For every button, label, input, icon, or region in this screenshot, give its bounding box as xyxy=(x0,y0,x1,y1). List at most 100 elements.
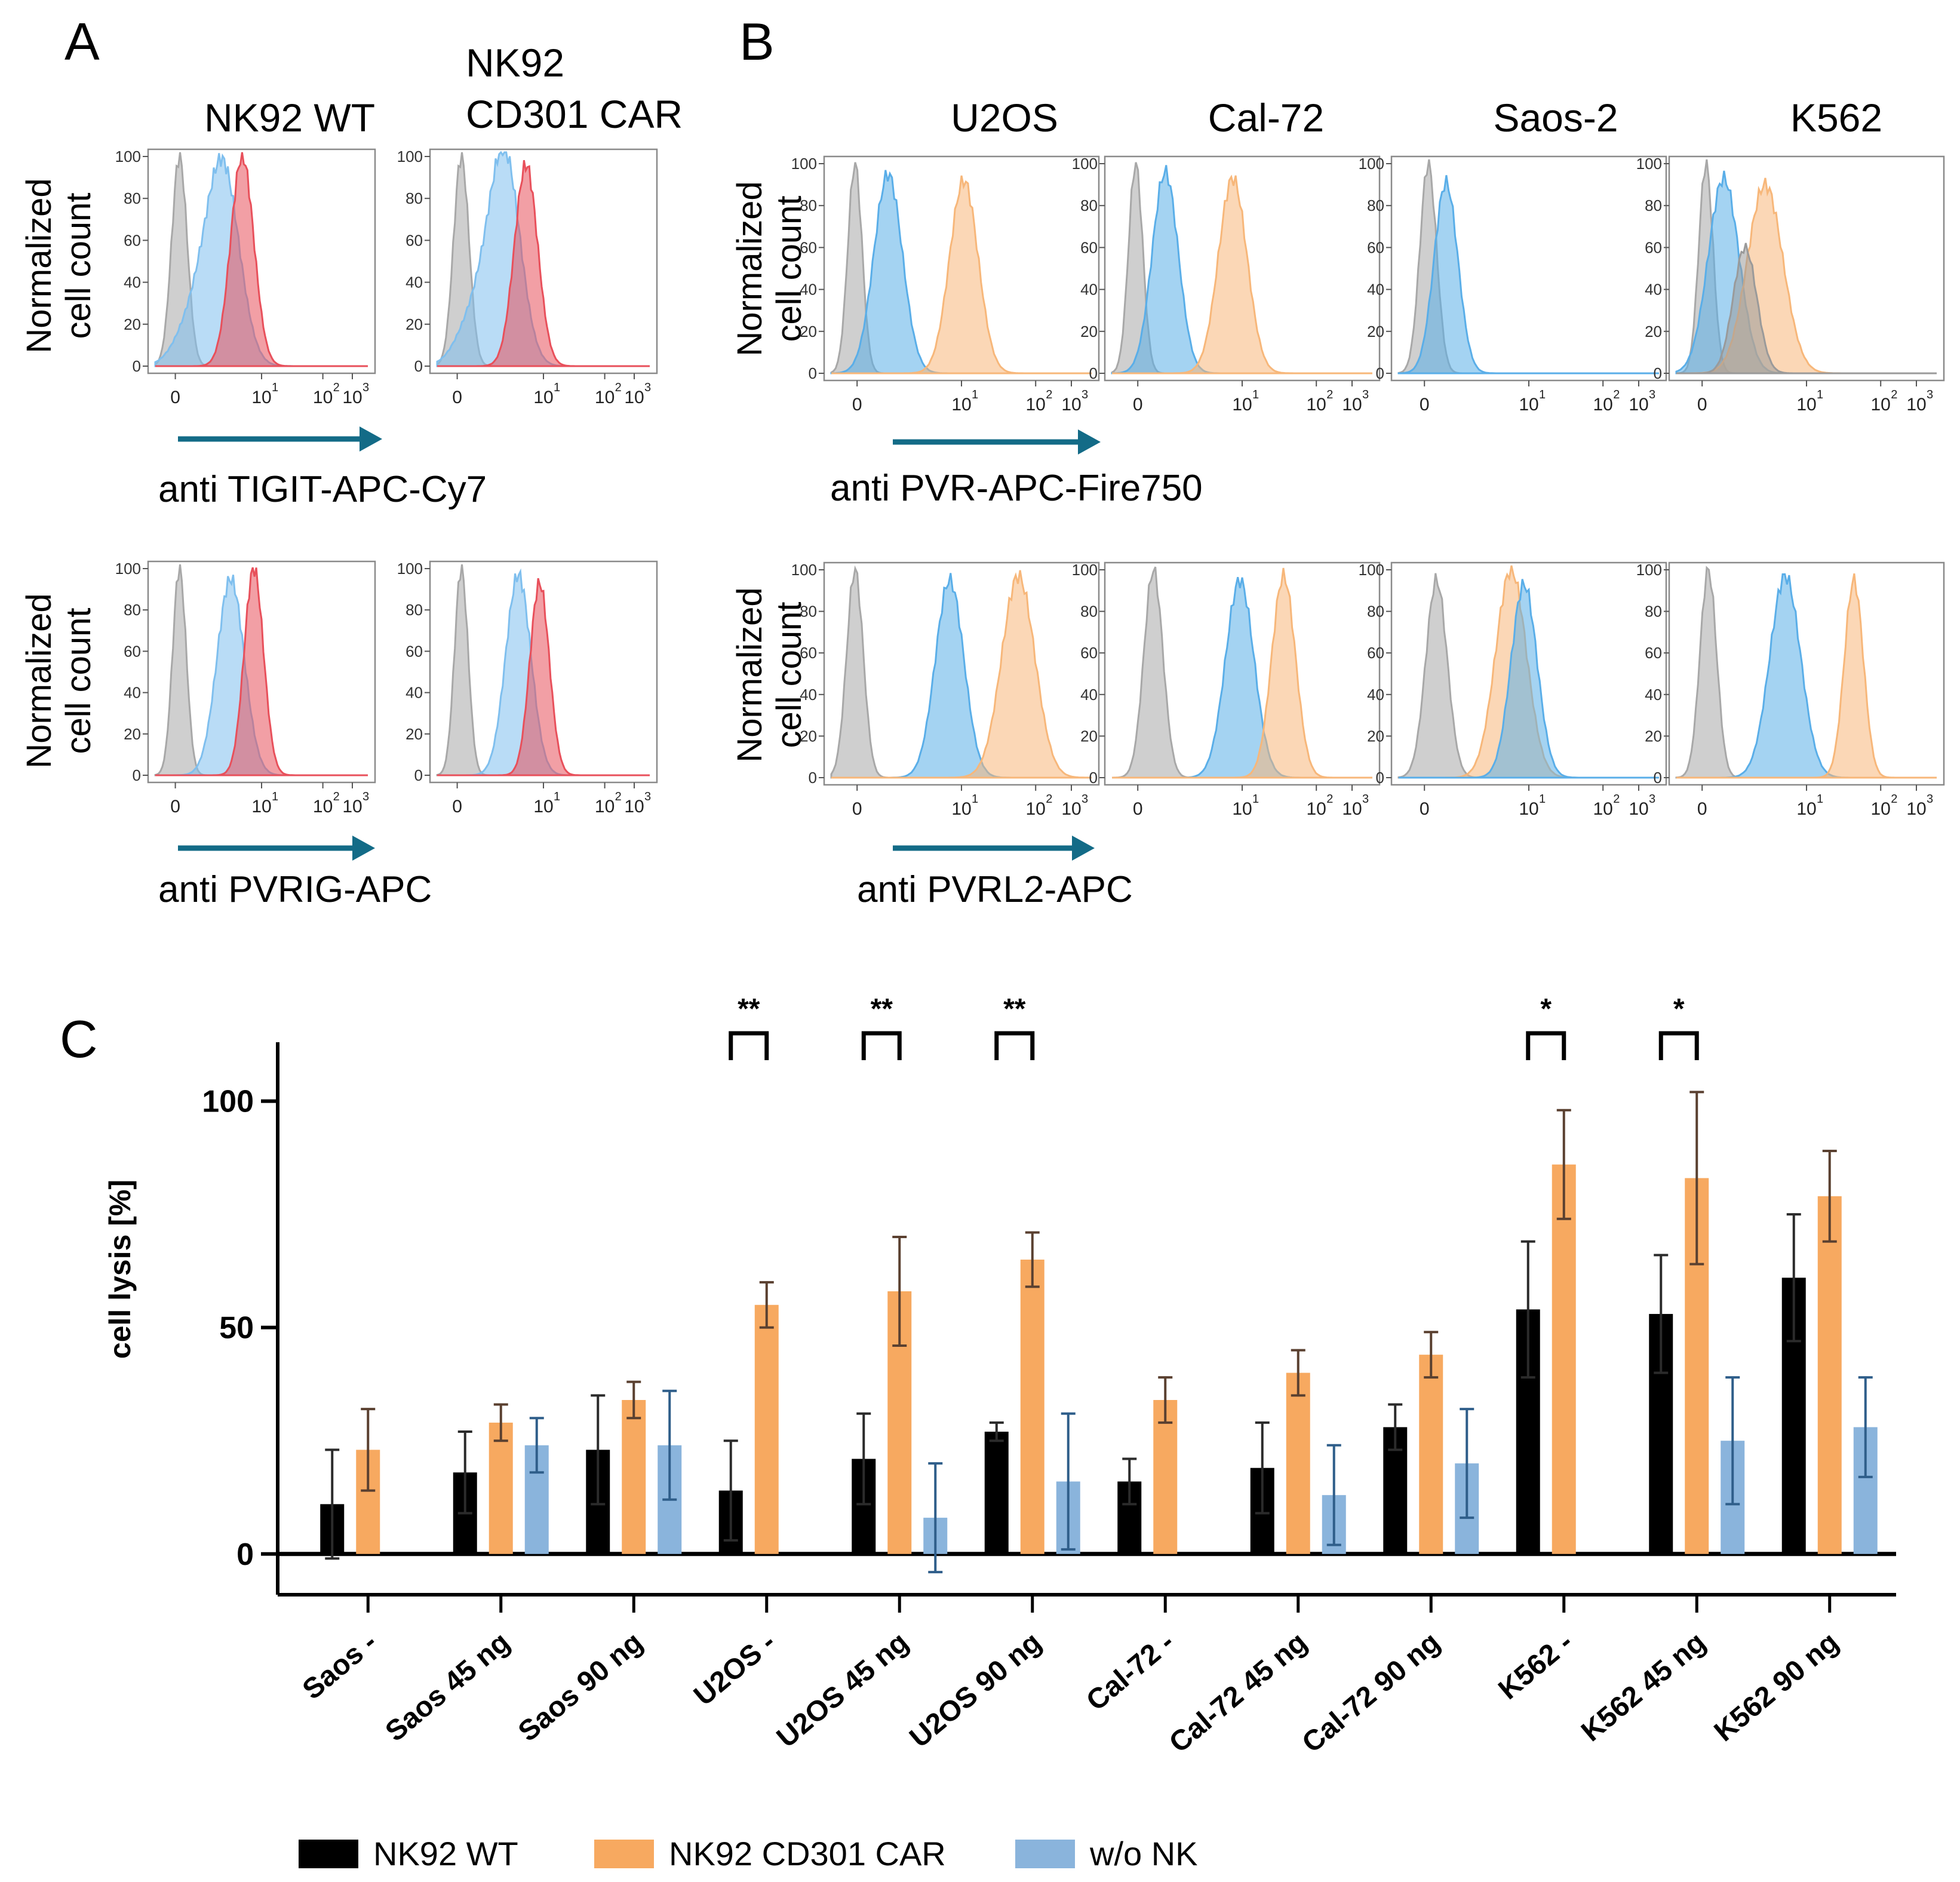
hist-xtick-label: 10 xyxy=(1593,799,1613,819)
hist-xtick-label: 10 xyxy=(1519,799,1538,819)
bar-nk92-cd301-car-7 xyxy=(1286,1373,1310,1554)
y-tick-label: 50 xyxy=(219,1311,254,1346)
hist-ytick-label: 40 xyxy=(1367,686,1384,704)
x-tick-label: Saos - xyxy=(297,1626,383,1706)
x-tick-label: Saos 45 ng xyxy=(380,1626,516,1748)
hist-xtick-exp: 1 xyxy=(972,793,978,806)
hist-ytick-label: 40 xyxy=(800,281,817,299)
a-row1-ylabel-line2: cell count xyxy=(59,607,98,754)
hist-xtick-label: 10 xyxy=(1593,395,1613,415)
hist-xtick-label: 10 xyxy=(595,388,615,407)
hist-xtick-label: 10 xyxy=(313,388,333,407)
x-tick-label: U2OS 45 ng xyxy=(771,1626,914,1754)
panel-letter-b: B xyxy=(739,12,775,71)
hist-xtick-label: 10 xyxy=(951,395,971,415)
significance-label: ** xyxy=(871,993,893,1025)
hist-xtick-label: 10 xyxy=(251,797,271,816)
hist-xtick-exp: 2 xyxy=(333,381,340,394)
hist-ytick-label: 20 xyxy=(124,315,141,333)
hist-xtick-label: 10 xyxy=(1061,395,1081,415)
bar-nk92-cd301-car-5 xyxy=(1020,1259,1044,1554)
hist-ytick-label: 0 xyxy=(133,357,141,375)
hist-curve-2 xyxy=(831,570,1092,779)
hist-curve-2 xyxy=(1399,579,1659,779)
a-row1-ylabel-line1: Normalized xyxy=(20,593,59,768)
hist-xtick-label: 10 xyxy=(342,388,362,407)
hist-xtick-label: 10 xyxy=(1026,799,1046,819)
hist-xtick-exp: 3 xyxy=(1362,793,1369,806)
significance-bracket xyxy=(1658,1031,1699,1060)
hist-xtick-exp: 2 xyxy=(333,790,340,803)
hist-ytick-label: 20 xyxy=(1080,727,1098,745)
hist-ytick-label: 60 xyxy=(124,231,141,249)
hist-xtick-exp: 3 xyxy=(1649,793,1655,806)
hist-xtick-label: 10 xyxy=(624,388,644,407)
hist-xtick-exp: 2 xyxy=(1891,388,1897,401)
b-row1-ylabel-line2: cell count xyxy=(770,601,809,748)
hist-xtick-exp: 1 xyxy=(272,790,278,803)
hist-ytick-label: 60 xyxy=(1080,238,1098,256)
hist-ytick-label: 100 xyxy=(791,155,817,173)
bar-nk92-cd301-car-11 xyxy=(1817,1196,1842,1554)
b-row0-x-arrow xyxy=(893,429,1101,455)
legend-label-nk92-cd301-car: NK92 CD301 CAR xyxy=(669,1835,946,1872)
hist-ytick-label: 100 xyxy=(397,148,423,165)
hist-xtick-exp: 1 xyxy=(554,381,560,394)
hist-ytick-label: 60 xyxy=(1367,238,1384,256)
hist-ytick-label: 80 xyxy=(405,601,423,619)
x-tick-label: Cal-72 45 ng xyxy=(1163,1626,1313,1759)
hist-xtick-exp: 3 xyxy=(1362,388,1369,401)
b-col-title-k562: K562 xyxy=(1790,96,1882,140)
hist-curve-1 xyxy=(1397,175,1659,374)
hist-ytick-label: 0 xyxy=(133,766,141,784)
hist-ytick-label: 80 xyxy=(124,189,141,207)
hist-xtick-label: 0 xyxy=(852,799,862,819)
significance-label: ** xyxy=(1003,993,1026,1025)
hist-xtick-label: 10 xyxy=(533,388,553,407)
hist-xtick-label: 10 xyxy=(1629,799,1648,819)
hist-curve-2 xyxy=(1112,174,1372,374)
hist-curve-2 xyxy=(155,567,368,776)
hist-xtick-exp: 2 xyxy=(1326,793,1333,806)
hist-ytick-label: 20 xyxy=(124,725,141,743)
hist-xtick-label: 10 xyxy=(313,797,333,816)
bar-nk92-cd301-car-8 xyxy=(1419,1355,1443,1554)
hist-xtick-label: 10 xyxy=(1232,799,1252,819)
hist-xtick-label: 10 xyxy=(1906,395,1926,415)
b-row0-ylabel: Normalized cell count xyxy=(730,181,809,356)
hist-xtick-label: 10 xyxy=(595,797,615,816)
hist-ytick-label: 20 xyxy=(1080,323,1098,340)
hist-xtick-label: 0 xyxy=(1420,799,1430,819)
hist-ytick-label: 60 xyxy=(800,238,817,256)
hist-ytick-label: 100 xyxy=(1359,155,1384,173)
hist-ytick-label: 60 xyxy=(405,231,423,249)
hist-ytick-label: 40 xyxy=(800,686,817,704)
legend-swatch-nk92-cd301-car xyxy=(594,1840,654,1868)
hist-xtick-label: 0 xyxy=(1697,799,1707,819)
hist-ytick-label: 80 xyxy=(124,601,141,619)
b-col-title-saos2: Saos-2 xyxy=(1493,96,1618,140)
a-row0-ylabel-line2: cell count xyxy=(59,192,98,339)
legend-swatch-wo-nk xyxy=(1015,1840,1075,1868)
hist-xtick-exp: 1 xyxy=(1252,388,1259,401)
hist-ytick-label: 40 xyxy=(124,274,141,291)
significance-bracket xyxy=(1526,1031,1566,1060)
hist-ytick-label: 100 xyxy=(1636,155,1662,173)
hist-xtick-exp: 1 xyxy=(1539,793,1546,806)
hist-ytick-label: 0 xyxy=(1654,769,1662,787)
a-col-title-nk92: NK92 xyxy=(466,41,564,85)
b-row0-x-label: anti PVR-APC-Fire750 xyxy=(830,468,1203,509)
x-tick-label: Cal-72 90 ng xyxy=(1297,1626,1446,1759)
hist-xtick-label: 0 xyxy=(1133,395,1143,415)
hist-ytick-label: 0 xyxy=(1654,364,1662,382)
b-row0-ylabel-line2: cell count xyxy=(770,195,809,342)
b-row0-ylabel-line1: Normalized xyxy=(730,181,769,356)
significance-label: * xyxy=(1673,993,1685,1025)
bar-nk92-cd301-car-2 xyxy=(622,1399,646,1554)
hist-xtick-label: 10 xyxy=(1307,799,1326,819)
